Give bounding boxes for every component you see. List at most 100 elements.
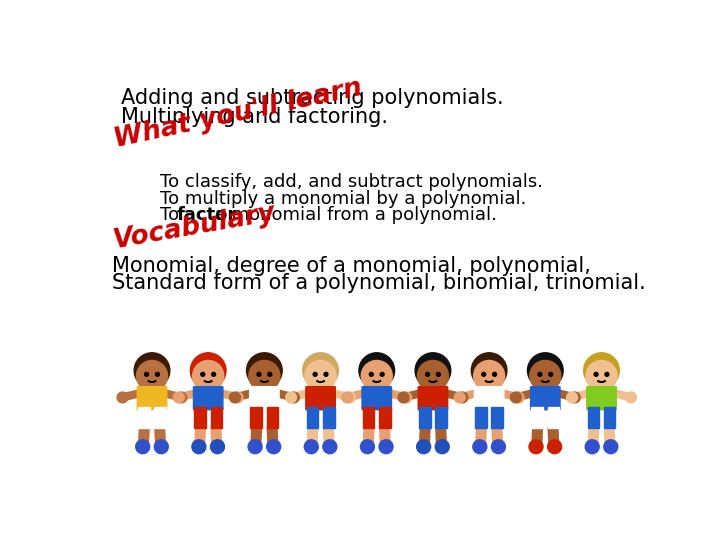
Circle shape [538, 373, 542, 376]
Circle shape [289, 392, 300, 403]
Circle shape [415, 353, 451, 388]
Circle shape [190, 353, 226, 388]
Circle shape [418, 361, 449, 392]
Circle shape [233, 392, 243, 403]
Bar [194, 408, 206, 428]
Bar [475, 408, 487, 428]
Bar [548, 408, 559, 428]
Bar [598, 384, 606, 392]
Circle shape [585, 440, 599, 454]
Text: To: To [160, 206, 184, 225]
Circle shape [529, 440, 543, 454]
Circle shape [567, 392, 577, 403]
FancyBboxPatch shape [194, 387, 223, 410]
Circle shape [482, 373, 485, 376]
Circle shape [513, 392, 524, 403]
Circle shape [137, 361, 168, 392]
Circle shape [361, 440, 374, 454]
FancyBboxPatch shape [250, 387, 279, 410]
Circle shape [379, 440, 393, 454]
Bar [604, 408, 616, 428]
Text: a monomial from a polynomial.: a monomial from a polynomial. [210, 206, 498, 225]
Bar [323, 408, 335, 428]
Circle shape [528, 353, 563, 388]
Bar [373, 384, 381, 392]
Circle shape [605, 373, 609, 376]
Circle shape [192, 440, 206, 454]
FancyBboxPatch shape [362, 387, 392, 410]
Bar [266, 408, 279, 428]
Bar [436, 408, 447, 428]
Circle shape [586, 361, 617, 392]
Circle shape [530, 361, 561, 392]
Circle shape [134, 353, 170, 388]
Circle shape [472, 353, 507, 388]
Circle shape [193, 361, 224, 392]
Circle shape [457, 392, 468, 403]
Bar [210, 408, 222, 428]
Text: What you'll learn: What you'll learn [112, 75, 365, 153]
Circle shape [369, 373, 373, 376]
Circle shape [212, 373, 215, 376]
Text: To classify, add, and subtract polynomials.: To classify, add, and subtract polynomia… [160, 173, 543, 191]
Bar [261, 384, 269, 392]
Text: To multiply a monomial by a polynomial.: To multiply a monomial by a polynomial. [160, 190, 526, 207]
Circle shape [201, 373, 204, 376]
Circle shape [474, 361, 505, 392]
Circle shape [268, 373, 271, 376]
Text: Multiplying and factoring.: Multiplying and factoring. [121, 107, 388, 127]
Circle shape [246, 353, 282, 388]
Circle shape [305, 361, 336, 392]
Circle shape [549, 373, 553, 376]
FancyBboxPatch shape [306, 387, 336, 410]
Bar [154, 408, 166, 428]
Circle shape [510, 392, 521, 403]
Bar [204, 384, 212, 392]
Circle shape [145, 373, 148, 376]
Circle shape [492, 440, 505, 454]
Text: Monomial, degree of a monomial, polynomial,: Monomial, degree of a monomial, polynomi… [112, 256, 590, 276]
Circle shape [324, 373, 328, 376]
Circle shape [266, 440, 281, 454]
Bar [429, 384, 437, 392]
Circle shape [230, 392, 240, 403]
Circle shape [313, 373, 317, 376]
Bar [485, 384, 493, 392]
Circle shape [454, 392, 465, 403]
FancyBboxPatch shape [418, 387, 448, 410]
Circle shape [548, 440, 562, 454]
Circle shape [249, 361, 280, 392]
Bar [307, 408, 318, 428]
Circle shape [342, 392, 353, 403]
Circle shape [417, 440, 431, 454]
Circle shape [156, 373, 159, 376]
Circle shape [174, 392, 184, 403]
Circle shape [398, 392, 409, 403]
Circle shape [359, 353, 395, 388]
Text: Adding and subtracting polynomials.: Adding and subtracting polynomials. [121, 88, 503, 108]
Circle shape [305, 440, 318, 454]
Bar [492, 408, 503, 428]
Circle shape [176, 392, 187, 403]
Bar [138, 408, 150, 428]
Circle shape [436, 440, 449, 454]
Bar [588, 408, 599, 428]
Text: Vocabulary: Vocabulary [112, 199, 279, 254]
Bar [251, 408, 262, 428]
Circle shape [380, 373, 384, 376]
Circle shape [426, 373, 429, 376]
Circle shape [584, 353, 619, 388]
Circle shape [570, 392, 580, 403]
Bar [531, 408, 543, 428]
Bar [379, 408, 391, 428]
Bar [541, 384, 549, 392]
Circle shape [117, 392, 128, 403]
Circle shape [154, 440, 168, 454]
Circle shape [473, 440, 487, 454]
Circle shape [302, 353, 338, 388]
Bar [419, 408, 431, 428]
Text: Standard form of a polynomial, binomial, trinomial.: Standard form of a polynomial, binomial,… [112, 273, 645, 293]
Bar [363, 408, 374, 428]
Circle shape [361, 361, 392, 392]
Circle shape [401, 392, 412, 403]
